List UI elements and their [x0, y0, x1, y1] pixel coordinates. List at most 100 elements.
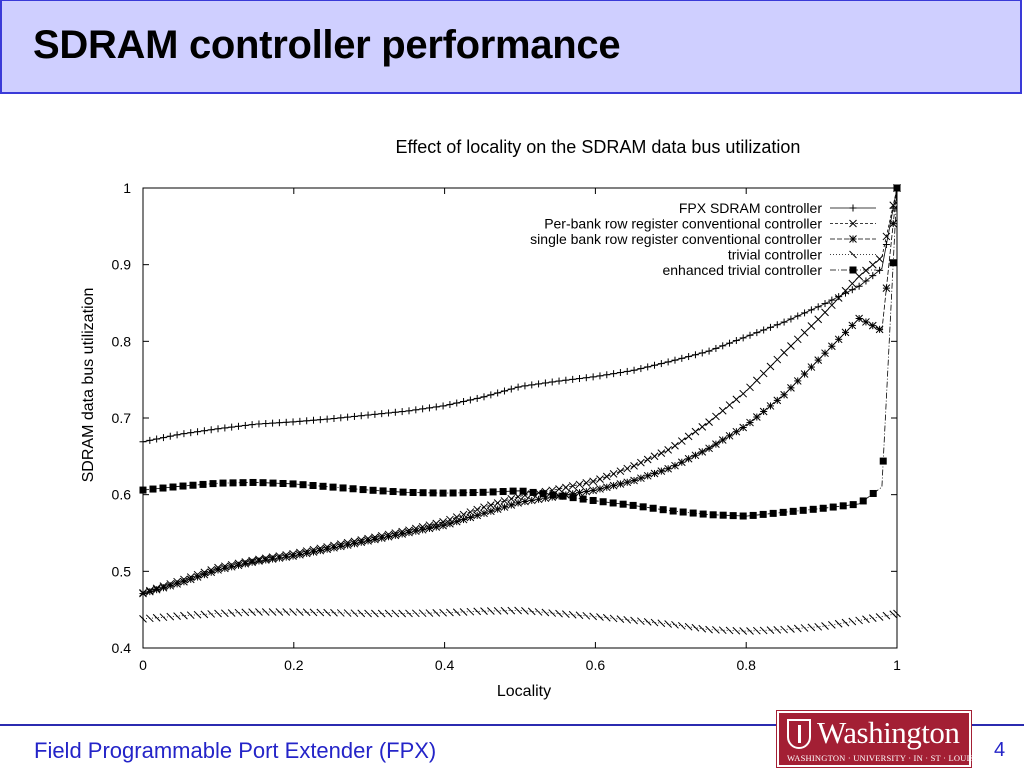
series-point-stroke — [330, 608, 338, 617]
series-point-stroke — [664, 446, 673, 454]
series-point-stroke — [868, 260, 877, 269]
series-point — [364, 411, 372, 419]
series-point-stroke — [602, 483, 611, 492]
series-point — [219, 479, 227, 487]
series-point — [425, 404, 433, 412]
series-point — [562, 376, 570, 384]
series-point-fill — [239, 479, 247, 487]
series-point — [575, 375, 583, 383]
series-point-stroke — [166, 612, 175, 621]
series-point — [279, 479, 287, 487]
legend-marker — [849, 204, 857, 212]
series-point-stroke — [411, 609, 420, 618]
series-point-stroke — [439, 518, 447, 526]
series-point-stroke — [521, 606, 529, 615]
series-point-fill — [869, 489, 877, 497]
series-point-stroke — [759, 369, 768, 378]
series-point-stroke — [507, 501, 516, 509]
series-point-stroke — [425, 524, 434, 533]
series-point-stroke — [773, 355, 782, 364]
series-point-stroke — [261, 556, 270, 564]
series-point — [855, 272, 863, 281]
series-point — [699, 510, 707, 518]
series-point — [268, 608, 277, 616]
series-point — [780, 318, 788, 326]
series-point-stroke — [780, 348, 788, 357]
series-point — [800, 370, 809, 378]
footer-divider — [0, 724, 1024, 726]
series-point-stroke — [377, 609, 386, 618]
series-point — [749, 511, 757, 519]
series-point-stroke — [657, 467, 666, 475]
series-point — [323, 415, 331, 423]
series-point-stroke — [602, 613, 611, 622]
series-point-stroke — [718, 406, 727, 415]
series-point — [821, 349, 829, 358]
series-point — [209, 480, 217, 488]
series-point — [369, 486, 377, 494]
series-point — [521, 382, 529, 390]
series-point-stroke — [848, 279, 857, 288]
series-point — [350, 539, 359, 548]
series-point — [739, 423, 748, 432]
series-point — [207, 610, 216, 618]
series-point — [862, 318, 870, 326]
series-point — [766, 362, 775, 371]
series-point — [819, 504, 827, 512]
series-point — [541, 379, 549, 387]
series-point-stroke — [671, 441, 679, 450]
series-point-stroke — [500, 606, 509, 615]
series-point — [569, 375, 577, 383]
series-point-stroke — [371, 535, 379, 544]
series-point — [698, 624, 707, 633]
series-point-stroke — [705, 444, 713, 453]
series-point-fill — [479, 488, 487, 496]
series-point — [316, 416, 324, 424]
series-point-stroke — [684, 432, 693, 441]
series-point — [678, 354, 686, 362]
series-point — [323, 608, 332, 617]
series-point-stroke — [862, 615, 870, 624]
series-point-stroke — [616, 615, 625, 623]
series-point-fill — [879, 457, 887, 465]
series-point-fill — [719, 511, 727, 519]
series-point — [650, 469, 659, 478]
series-point-stroke — [139, 589, 147, 598]
series-point — [193, 610, 202, 619]
series-point-stroke — [268, 555, 277, 563]
series-point-stroke — [275, 554, 284, 562]
series-point — [760, 326, 768, 334]
series-point — [329, 483, 337, 491]
series-point — [248, 558, 256, 567]
series-point — [389, 488, 397, 496]
series-point — [659, 506, 667, 514]
series-point — [521, 497, 529, 506]
series-point-stroke — [364, 609, 372, 618]
series-point-stroke — [657, 619, 666, 628]
series-point — [841, 618, 850, 627]
series-point — [173, 580, 181, 588]
series-point — [691, 451, 700, 460]
series-point — [179, 482, 187, 490]
series-point-stroke — [343, 609, 352, 617]
series-point-stroke — [739, 389, 748, 398]
series-point — [229, 479, 237, 487]
series-point-stroke — [514, 499, 522, 507]
series-point — [507, 501, 516, 509]
series-point — [405, 609, 413, 618]
series-point — [149, 485, 157, 493]
series-point — [180, 611, 188, 620]
series-point-stroke — [589, 612, 597, 621]
series-point-stroke — [630, 461, 638, 470]
series-point-stroke — [330, 543, 338, 552]
series-point — [821, 300, 829, 308]
series-point-stroke — [732, 395, 741, 404]
series-point-fill — [439, 489, 447, 497]
series-point — [473, 394, 481, 402]
series-point-stroke — [186, 575, 195, 584]
series-point-stroke — [309, 548, 318, 556]
series-point-stroke — [207, 568, 216, 577]
series-point — [562, 610, 570, 619]
series-point — [671, 356, 679, 364]
series-point — [364, 537, 372, 545]
